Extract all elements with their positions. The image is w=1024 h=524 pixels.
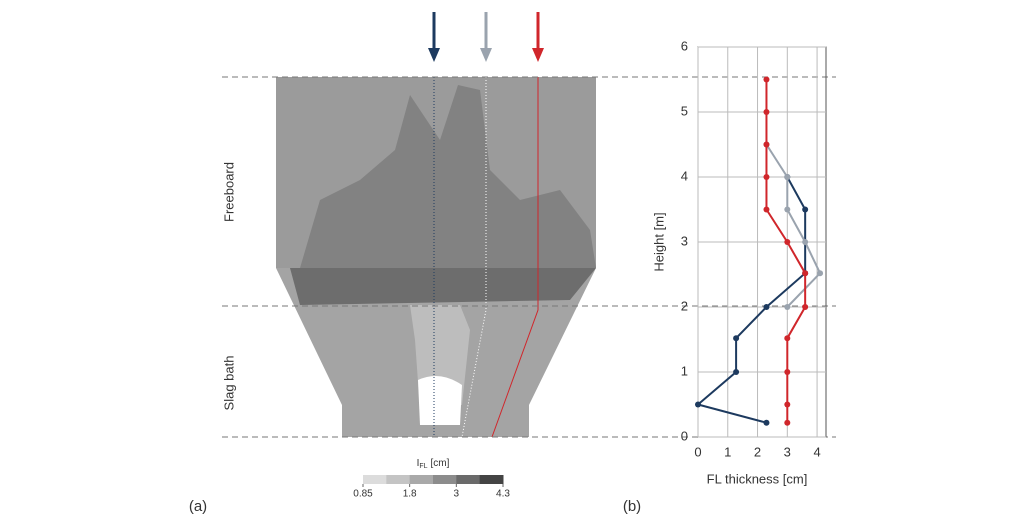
data-point: [802, 206, 809, 213]
series-line: [695, 176, 807, 424]
data-point: [802, 304, 809, 310]
arrow: [428, 48, 440, 62]
title-part: FL: [419, 463, 427, 470]
data-point: [784, 206, 791, 213]
y-axis-label: Height [m]: [651, 212, 666, 271]
data-point: [802, 239, 809, 245]
color-swatch: [433, 475, 457, 484]
panel-label: (b): [623, 498, 641, 515]
title-part: I: [417, 458, 420, 469]
data-point: [784, 335, 791, 342]
color-swatch: [456, 475, 481, 484]
color-swatch: [479, 475, 504, 484]
data-point: [695, 401, 701, 408]
data-point: [784, 369, 791, 375]
data-point: [784, 401, 791, 408]
colorbar-tick-label: 0.85: [353, 489, 373, 500]
data-point: [733, 369, 740, 375]
panel-label: (a): [189, 498, 207, 515]
deposit: [300, 85, 596, 268]
y-tick-label: 6: [681, 38, 688, 53]
data-point: [763, 109, 770, 115]
color-swatch: [386, 475, 411, 484]
arrow: [532, 48, 544, 62]
color-swatch: [363, 475, 387, 484]
x-tick-label: 3: [784, 444, 791, 459]
region-label: Freeboard: [221, 162, 236, 222]
data-point: [763, 174, 770, 180]
data-point: [763, 304, 770, 310]
y-tick-label: 2: [681, 298, 688, 313]
data-point: [763, 419, 770, 426]
color-swatch: [409, 475, 434, 484]
data-point: [763, 76, 770, 83]
x-tick-label: 4: [813, 444, 820, 459]
data-point: [784, 239, 791, 245]
title-part: [cm]: [431, 458, 450, 469]
data-point: [784, 419, 791, 426]
colorbar-title: IFL [cm]: [417, 458, 450, 470]
data-point: [733, 335, 740, 342]
data-point: [802, 270, 809, 277]
data-point: [763, 206, 770, 213]
arrow: [480, 48, 492, 62]
x-tick-label: 0: [694, 444, 701, 459]
series-line: [765, 79, 807, 423]
y-tick-label: 5: [681, 103, 688, 118]
x-tick-label: 1: [724, 444, 731, 459]
y-tick-label: 4: [681, 168, 688, 183]
data-point: [817, 270, 824, 277]
colorbar-tick-label: 1.8: [403, 489, 417, 500]
arrows: [428, 12, 544, 62]
profile-line: [491, 77, 539, 438]
furnace-image: [276, 77, 596, 438]
deposit-dark: [290, 268, 596, 305]
data-point: [784, 304, 791, 310]
white-spot: [418, 376, 462, 425]
colorbar-tick-label: 3: [454, 489, 460, 500]
data-point: [784, 174, 791, 180]
colorbar-tick-label: 4.3: [496, 489, 510, 500]
y-tick-label: 0: [681, 428, 688, 443]
x-axis-label: FL thickness [cm]: [707, 471, 808, 486]
data-point: [763, 141, 770, 148]
region-label: Slag bath: [221, 356, 236, 411]
y-tick-label: 1: [681, 363, 688, 378]
x-tick-label: 2: [754, 444, 761, 459]
series-line: [765, 143, 822, 308]
y-tick-label: 3: [681, 233, 688, 248]
